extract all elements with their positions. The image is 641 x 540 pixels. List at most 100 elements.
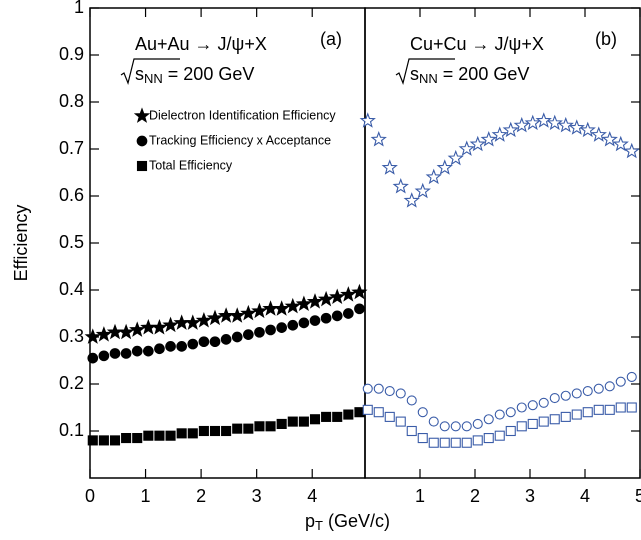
x-tick-label: 3: [525, 486, 535, 506]
data-point: [195, 311, 213, 328]
data-point: [538, 416, 549, 427]
data-point: [494, 409, 505, 420]
y-tick-label: 0.8: [59, 91, 84, 111]
energy-label-part: = 200 GeV: [438, 64, 530, 84]
energy-label-part: s: [410, 64, 419, 84]
data-point: [417, 432, 428, 444]
data-point: [615, 376, 626, 387]
data-point: [229, 307, 246, 323]
panel-label: (a): [320, 29, 342, 49]
x-axis-label-part: (GeV/c): [323, 511, 390, 531]
data-point: [117, 323, 135, 340]
data-point: [206, 309, 224, 326]
energy-label: sNN = 200 GeV: [410, 64, 529, 87]
data-point: [254, 326, 265, 338]
data-point: [354, 303, 365, 315]
x-tick-label: 4: [307, 486, 317, 506]
legend-label: Tracking Efficiency x Acceptance: [149, 133, 331, 147]
data-point: [165, 430, 176, 441]
data-point: [98, 350, 110, 362]
y-tick-label: 0.4: [59, 279, 84, 299]
data-point: [626, 371, 637, 383]
data-point: [198, 336, 210, 348]
data-point: [494, 430, 505, 441]
data-point: [472, 435, 483, 446]
data-point: [436, 159, 453, 175]
data-point: [582, 407, 593, 418]
x-tick-label: 0: [85, 486, 95, 506]
data-point: [298, 317, 310, 329]
data-point: [320, 312, 332, 324]
data-point: [221, 425, 232, 437]
data-point: [384, 411, 395, 422]
data-point: [538, 397, 549, 408]
data-point: [505, 407, 516, 418]
data-point: [109, 348, 121, 359]
energy-label-part: NN: [144, 71, 163, 86]
data-point: [535, 112, 552, 128]
data-point: [209, 425, 221, 437]
data-point: [546, 114, 563, 131]
data-point: [329, 288, 346, 304]
data-point: [309, 414, 321, 425]
data-point: [87, 352, 99, 364]
data-point: [351, 283, 368, 300]
data-point: [447, 149, 464, 166]
data-point: [480, 131, 497, 147]
data-point: [469, 135, 486, 152]
data-point: [151, 319, 168, 335]
data-point: [483, 432, 494, 444]
data-point: [414, 182, 431, 199]
data-point: [317, 290, 335, 307]
data-point: [571, 388, 582, 399]
data-point: [143, 430, 154, 441]
data-point: [187, 428, 198, 439]
data-point: [332, 411, 343, 422]
panel-label: (b): [595, 29, 617, 49]
data-point: [343, 409, 354, 420]
data-point: [306, 293, 324, 309]
data-point: [428, 416, 439, 427]
data-point: [132, 432, 143, 444]
data-point: [461, 437, 472, 448]
data-point: [340, 286, 357, 302]
data-point: [612, 135, 629, 152]
data-point: [121, 432, 132, 444]
legend-label: Total Efficiency: [149, 158, 233, 172]
x-tick-label: 2: [196, 486, 206, 506]
data-point: [450, 421, 461, 432]
data-point: [98, 435, 109, 446]
y-tick-label: 0.1: [59, 420, 84, 440]
data-point: [362, 404, 373, 415]
data-point: [162, 316, 179, 333]
y-tick-label: 0.9: [59, 44, 84, 64]
data-point: [458, 140, 475, 156]
data-point: [217, 307, 235, 323]
y-tick-label: 0.7: [59, 138, 84, 158]
energy-label-part: NN: [419, 71, 438, 86]
data-point: [284, 297, 301, 314]
data-point: [381, 159, 398, 175]
sqrt-sign: [395, 58, 455, 85]
data-point: [309, 315, 321, 326]
data-point: [140, 319, 157, 335]
data-point: [373, 383, 384, 394]
legend-marker: [136, 135, 148, 147]
data-point: [450, 437, 461, 448]
data-point: [265, 421, 276, 432]
data-point: [262, 300, 279, 316]
data-point: [403, 192, 420, 208]
data-point: [240, 304, 257, 321]
data-point: [359, 112, 376, 128]
energy-label-part: s: [135, 64, 144, 84]
data-point: [406, 425, 417, 437]
x-tick-label: 2: [470, 486, 480, 506]
data-point: [568, 119, 585, 135]
data-point: [209, 336, 221, 348]
data-point: [298, 416, 309, 427]
data-point: [615, 402, 626, 413]
data-point: [516, 402, 527, 413]
data-point: [483, 414, 494, 425]
data-point: [560, 390, 571, 401]
data-point: [251, 302, 268, 319]
